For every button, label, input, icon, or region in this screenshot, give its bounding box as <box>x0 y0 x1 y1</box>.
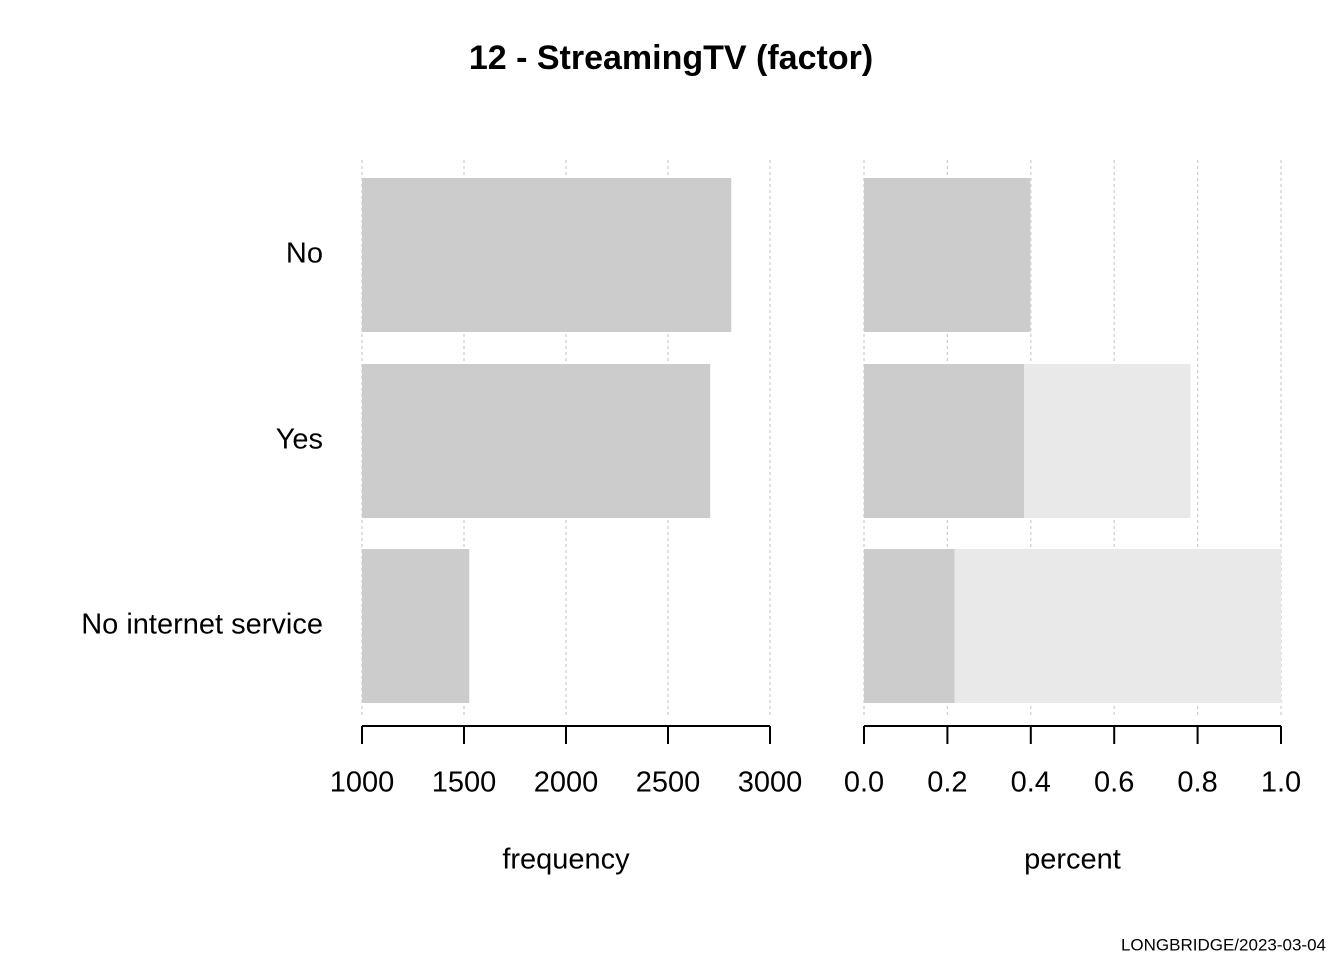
x-tick-label: 0.6 <box>1094 767 1134 799</box>
x-tick-label: 2500 <box>636 767 701 799</box>
bar <box>864 364 1024 518</box>
bar <box>362 364 710 518</box>
bar <box>864 178 1030 332</box>
x-axis-title: percent <box>1024 844 1121 876</box>
chart-title: 12 - StreamingTV (factor) <box>469 39 873 77</box>
y-tick-label: Yes <box>276 424 323 456</box>
x-tick-label: 3000 <box>738 767 803 799</box>
cumulative-bar <box>954 549 1281 703</box>
x-tick-label: 0.2 <box>927 767 967 799</box>
x-axis-title: frequency <box>502 844 630 876</box>
x-tick-label: 2000 <box>534 767 599 799</box>
x-tick-label: 0.0 <box>844 767 884 799</box>
bar <box>864 549 954 703</box>
bar <box>362 178 731 332</box>
y-tick-label: No internet service <box>81 609 323 641</box>
bar <box>362 549 469 703</box>
x-tick-label: 1000 <box>330 767 395 799</box>
x-tick-label: 0.4 <box>1011 767 1051 799</box>
x-tick-label: 1500 <box>432 767 497 799</box>
y-tick-label: No <box>286 238 323 270</box>
cumulative-bar <box>1024 364 1190 518</box>
caption: LONGBRIDGE/2023-03-04 <box>1121 935 1326 954</box>
x-tick-label: 1.0 <box>1261 767 1301 799</box>
x-tick-label: 0.8 <box>1177 767 1217 799</box>
